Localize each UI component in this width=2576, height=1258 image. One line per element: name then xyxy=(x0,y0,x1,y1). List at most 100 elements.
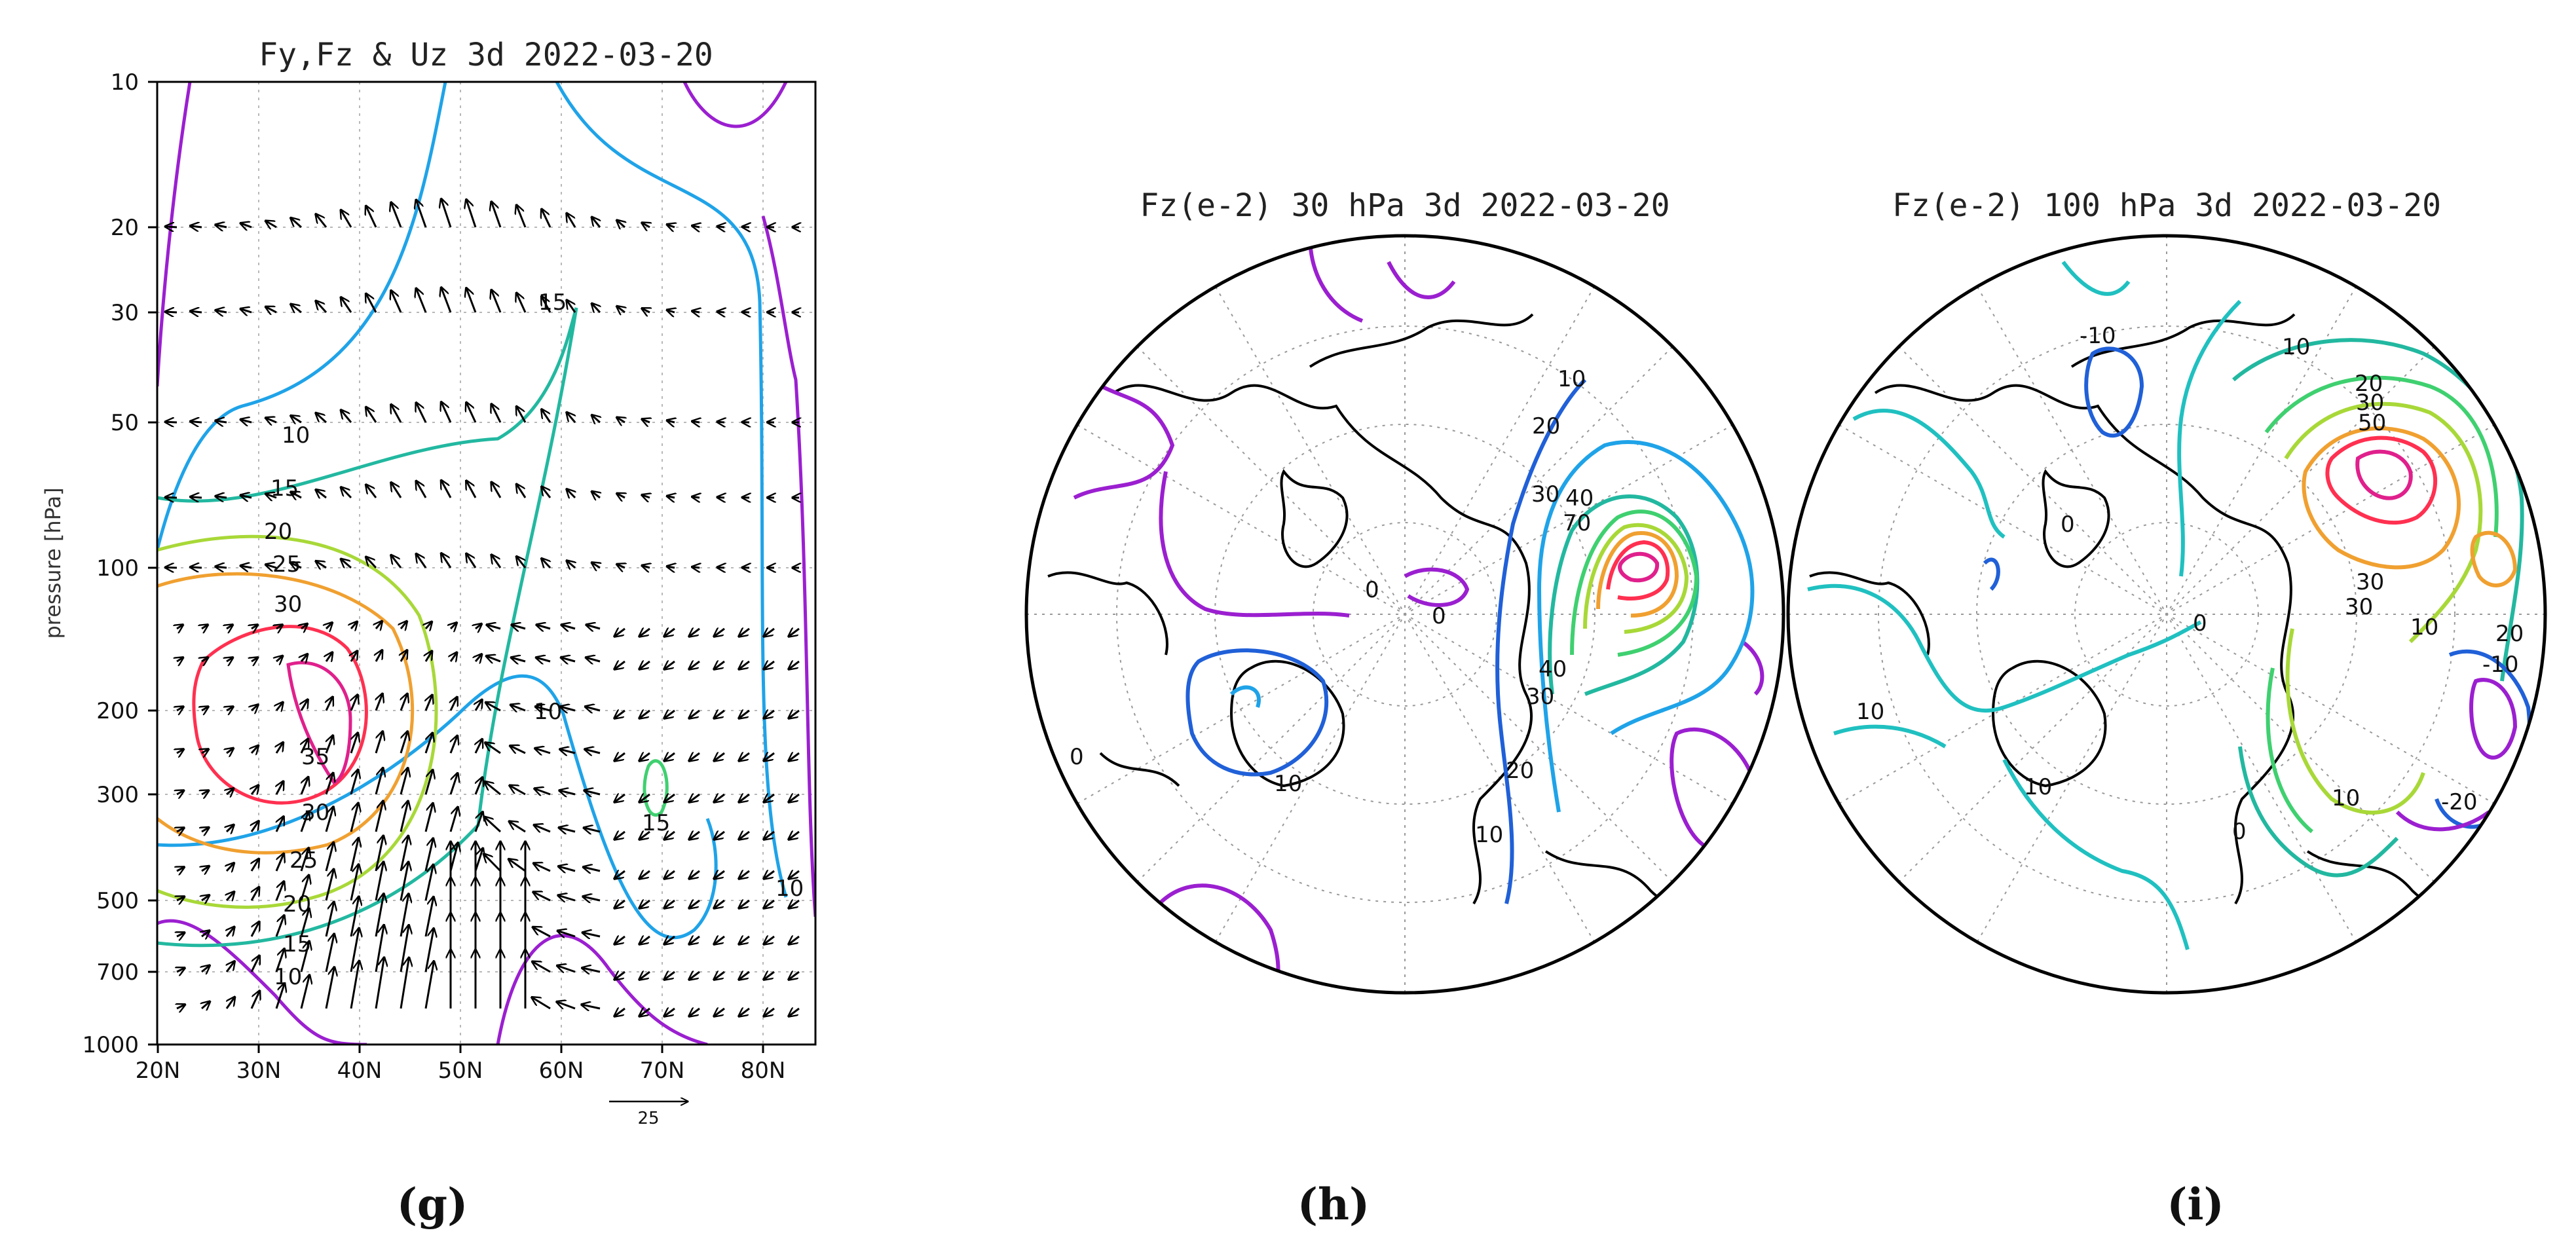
flux-vector xyxy=(441,199,452,228)
flux-vector xyxy=(426,621,432,629)
flux-vector xyxy=(509,821,526,833)
flux-vector xyxy=(366,206,377,228)
flux-vector xyxy=(416,481,427,498)
flux-vector xyxy=(689,936,700,944)
flux-vector xyxy=(451,735,457,754)
flux-vector xyxy=(252,859,259,872)
flux-vector xyxy=(177,1005,185,1008)
flux-vector xyxy=(714,661,725,669)
flux-vector xyxy=(614,794,625,802)
flux-vector xyxy=(449,807,458,832)
flux-vector xyxy=(559,790,576,794)
flux-vector xyxy=(617,220,625,227)
y-tick-label: 50 xyxy=(111,410,139,436)
flux-vector xyxy=(191,567,202,568)
flux-vector xyxy=(240,495,252,498)
flux-vector xyxy=(584,790,601,794)
flux-vector xyxy=(789,1008,800,1016)
flux-vector xyxy=(441,287,452,313)
flux-vector xyxy=(476,624,481,629)
flux-vector xyxy=(252,625,257,629)
flux-vector xyxy=(426,651,432,662)
flux-vector xyxy=(536,657,551,661)
panel-i-contours xyxy=(1807,261,2531,950)
flux-vector xyxy=(191,311,202,312)
flux-vector xyxy=(240,420,252,422)
flux-vector xyxy=(451,652,457,661)
flux-vector xyxy=(789,629,800,637)
flux-vector xyxy=(491,555,502,568)
flux-vector xyxy=(300,848,308,872)
flux-vector xyxy=(276,656,283,661)
flux-vector xyxy=(485,781,501,796)
contour-magenta xyxy=(286,661,352,785)
flux-vector xyxy=(316,214,327,228)
flux-vector xyxy=(177,897,185,900)
flux-vector xyxy=(474,848,483,872)
flux-vector xyxy=(441,402,452,423)
flux-vector xyxy=(474,812,483,832)
flux-vector xyxy=(227,824,234,832)
flux-vector xyxy=(692,226,700,227)
flux-vector xyxy=(252,745,258,753)
flux-vector xyxy=(202,866,209,871)
flux-vector xyxy=(424,733,432,754)
flux-vector xyxy=(789,832,800,840)
flux-vector xyxy=(177,657,183,661)
flux-vector xyxy=(692,421,700,422)
flux-vector xyxy=(739,972,750,980)
flux-vector xyxy=(764,936,775,944)
flux-vector xyxy=(664,900,675,908)
flux-vector xyxy=(516,484,527,498)
flux-vector xyxy=(341,487,352,499)
flux-vector xyxy=(391,483,402,498)
flux-vector xyxy=(276,781,284,795)
flux-vector xyxy=(491,404,502,423)
flux-vector xyxy=(764,753,775,761)
flux-vector xyxy=(400,894,409,937)
flux-vector xyxy=(512,625,526,629)
flux-vector xyxy=(416,554,427,568)
flux-vector xyxy=(401,694,407,711)
contour-blue-upper xyxy=(157,82,447,551)
contour-label: -20 xyxy=(2441,789,2478,815)
flux-vector xyxy=(714,753,725,761)
flux-vector xyxy=(451,697,457,711)
flux-vector xyxy=(375,862,384,901)
flux-vector xyxy=(614,711,625,718)
flux-vector xyxy=(664,1008,675,1016)
contour-red xyxy=(192,625,368,805)
flux-vector xyxy=(351,621,357,629)
flux-vector xyxy=(341,210,352,228)
y-tick-label: 200 xyxy=(96,698,139,724)
contour-label: 0 xyxy=(1432,603,1446,629)
x-tick-label: 30N xyxy=(236,1058,282,1084)
flux-vector xyxy=(466,481,477,498)
flux-vector xyxy=(202,707,208,711)
flux-vector xyxy=(614,871,625,879)
flux-vector xyxy=(400,801,408,832)
flux-vector xyxy=(350,769,358,795)
flux-vector xyxy=(559,828,576,832)
flux-vector xyxy=(275,853,284,872)
flux-vector xyxy=(642,565,650,568)
contour-label: 10 xyxy=(1475,822,1503,848)
contour-label: 20 xyxy=(1532,413,1560,439)
flux-vector xyxy=(291,563,302,568)
contour-green-small xyxy=(643,759,669,817)
flux-vector xyxy=(558,895,576,900)
y-tick-label: 30 xyxy=(111,300,139,326)
contour-label: 40 xyxy=(1539,656,1567,682)
contour-label: 30 xyxy=(2345,594,2373,620)
flux-vector xyxy=(177,749,183,753)
contour-purple-right xyxy=(761,215,815,917)
flux-vector xyxy=(491,290,502,313)
flux-vector xyxy=(586,657,601,661)
flux-vector xyxy=(424,864,434,901)
flux-vector xyxy=(202,931,210,936)
flux-vector xyxy=(375,957,384,1009)
flux-vector xyxy=(227,748,233,753)
flux-vector xyxy=(714,871,725,879)
panel-i: Fz(e-2) 100 hPa 3d 2022-03-20 xyxy=(1786,187,2547,995)
contour-purple-bottom xyxy=(157,919,367,1045)
